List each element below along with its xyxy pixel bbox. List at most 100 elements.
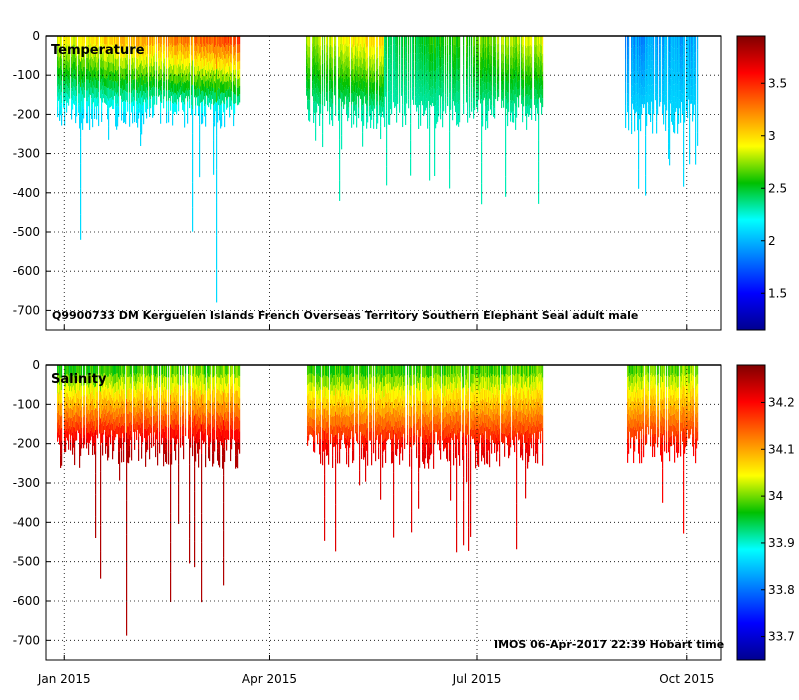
profile-cell xyxy=(192,207,194,232)
profile-cell xyxy=(666,45,668,55)
profile-cell xyxy=(57,46,59,57)
profile-cell xyxy=(542,80,544,90)
profile-0-0-133 xyxy=(133,36,135,107)
profile-cell xyxy=(192,133,194,159)
profile-cell xyxy=(495,36,497,44)
profile-cell xyxy=(106,53,108,62)
profile-cell xyxy=(320,45,322,56)
profile-cell xyxy=(143,102,145,114)
profile-cell xyxy=(174,73,176,84)
profile-cell xyxy=(684,36,686,47)
profile-cell xyxy=(100,551,102,579)
profile-cell xyxy=(227,53,229,63)
profile-cell xyxy=(131,74,133,84)
profile-cell xyxy=(393,44,395,53)
profile-cell xyxy=(217,100,219,112)
profile-cell xyxy=(123,449,125,463)
profile-cell xyxy=(467,79,469,91)
profile-cell xyxy=(166,79,168,91)
profile-cell xyxy=(174,36,176,46)
profile-cell xyxy=(185,382,187,392)
profile-cell xyxy=(346,36,348,46)
profile-cell xyxy=(239,60,241,70)
profile-cell xyxy=(374,99,376,109)
profile-cell xyxy=(313,90,315,102)
profile-cell xyxy=(86,57,88,69)
profile-cell xyxy=(625,116,627,129)
profile-0-1-355 xyxy=(355,36,357,116)
profile-cell xyxy=(154,61,156,71)
profile-cell xyxy=(111,53,113,63)
profile-cell xyxy=(97,36,99,45)
profile-cell xyxy=(362,105,364,119)
profile-cell xyxy=(394,63,396,73)
profile-cell xyxy=(102,52,104,61)
profile-cell xyxy=(183,92,185,103)
profile-cell xyxy=(212,83,214,92)
profile-cell xyxy=(100,74,102,83)
profile-cell xyxy=(164,43,166,52)
profile-cell xyxy=(68,53,70,63)
profile-cell xyxy=(57,96,59,107)
profile-cell xyxy=(97,97,99,107)
profile-cell xyxy=(105,78,107,87)
profile-cell xyxy=(474,54,476,64)
profile-0-0-58 xyxy=(58,36,60,101)
profile-cell xyxy=(344,70,346,79)
profile-cell xyxy=(75,57,77,69)
profile-cell xyxy=(362,77,364,92)
profile-cell xyxy=(86,79,88,91)
profile-cell xyxy=(131,376,133,389)
profile-cell xyxy=(228,51,230,59)
profile-cell xyxy=(60,105,62,116)
profile-cell xyxy=(80,163,82,189)
profile-cell xyxy=(222,68,224,77)
profile-cell xyxy=(98,81,100,93)
profile-cell xyxy=(324,62,326,72)
profile-0-0-238 xyxy=(238,36,240,105)
profile-cell xyxy=(160,101,162,113)
profile-cell xyxy=(324,97,326,107)
profile-cell xyxy=(170,73,172,83)
profile-cell xyxy=(107,98,109,109)
profile-cell xyxy=(312,36,314,44)
profile-cell xyxy=(395,44,397,54)
profile-cell xyxy=(366,47,368,60)
profile-0-0-89 xyxy=(89,36,91,130)
profile-cell xyxy=(384,58,386,71)
profile-cell xyxy=(125,113,127,125)
profile-0-0-124 xyxy=(124,36,126,123)
profile-cell xyxy=(89,94,91,107)
profile-cell xyxy=(164,36,166,44)
profile-cell xyxy=(327,36,329,46)
profile-cell xyxy=(150,99,152,109)
profile-0-0-94 xyxy=(94,36,96,119)
profile-cell xyxy=(211,44,213,53)
profile-cell xyxy=(330,36,332,45)
profile-cell xyxy=(159,409,161,421)
profile-0-2-397 xyxy=(397,36,399,104)
profile-0-0-97 xyxy=(97,36,99,107)
profile-cell xyxy=(369,96,371,107)
profile-cell xyxy=(381,36,383,47)
profile-cell xyxy=(388,58,390,70)
profile-cell xyxy=(221,36,223,48)
profile-cell xyxy=(314,74,316,85)
profile-cell xyxy=(113,81,115,91)
profile-cell xyxy=(66,64,68,75)
profile-cell xyxy=(334,65,336,74)
profile-cell xyxy=(329,58,331,70)
profile-0-0-161 xyxy=(161,36,163,103)
profile-cell xyxy=(91,87,93,99)
profile-cell xyxy=(356,116,358,128)
profile-cell xyxy=(97,429,99,439)
profile-cell xyxy=(315,75,317,89)
profile-cell xyxy=(238,70,240,79)
profile-cell xyxy=(443,73,445,84)
profile-cell xyxy=(117,47,119,59)
profile-cell xyxy=(404,95,406,106)
profile-cell xyxy=(123,57,125,69)
profile-cell xyxy=(199,106,201,125)
profile-cell xyxy=(95,62,97,72)
profile-cell xyxy=(208,44,210,54)
